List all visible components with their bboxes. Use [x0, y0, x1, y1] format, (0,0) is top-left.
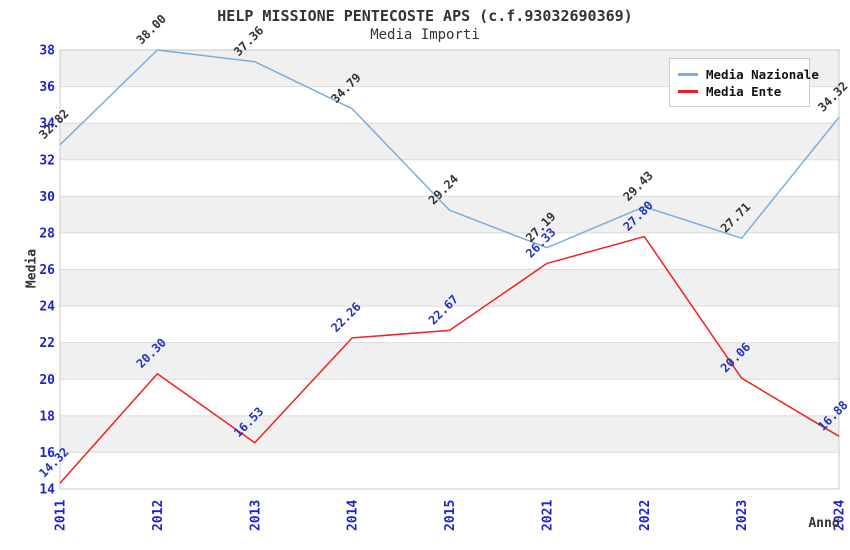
y-tick-label: 30	[39, 190, 55, 205]
x-tick-label: 2011	[54, 500, 69, 531]
plot-border	[59, 49, 840, 490]
y-tick-label: 24	[39, 300, 55, 315]
legend-label-media-ente: Media Ente	[706, 83, 782, 99]
x-tick-label: 2022	[638, 500, 653, 531]
x-tick-label: 2023	[735, 500, 750, 531]
y-tick-label: 34	[39, 117, 55, 132]
x-tick-label: 2013	[248, 500, 263, 531]
plot-band	[60, 415, 839, 453]
legend-item-media-nazionale: Media Nazionale	[678, 66, 819, 82]
chart-title: HELP MISSIONE PENTECOSTE APS (c.f.930326…	[217, 7, 633, 25]
y-tick-label: 32	[39, 153, 55, 168]
x-tick-label: 2012	[151, 500, 166, 531]
legend-line-swatch-nazionale	[678, 72, 698, 76]
series-line-0	[59, 49, 840, 249]
legend-line-swatch-ente	[678, 89, 698, 93]
x-tick-label: 2021	[540, 500, 555, 531]
plot-band	[60, 196, 839, 233]
data-label: 38.00	[134, 12, 169, 47]
x-tick-label: 2024	[833, 500, 848, 531]
y-tick-label: 18	[39, 409, 55, 424]
chart-subtitle: Media Importi	[370, 27, 480, 43]
y-tick-label: 14	[39, 483, 55, 498]
y-tick-label: 28	[39, 226, 55, 241]
y-tick-label: 22	[39, 336, 55, 351]
plot-band	[60, 269, 839, 307]
y-tick-label: 38	[39, 44, 55, 59]
x-tick-label: 2014	[346, 500, 361, 531]
legend: Media Nazionale Media Ente	[669, 58, 819, 107]
y-tick-label: 36	[39, 80, 55, 95]
y-tick-label: 16	[39, 446, 55, 461]
plot-band	[60, 342, 839, 380]
y-tick-label: 26	[39, 263, 55, 278]
series-line-1	[59, 235, 840, 484]
x-tick-label: 2015	[443, 500, 458, 531]
y-tick-label: 20	[39, 373, 55, 388]
plot-band	[60, 123, 839, 160]
y-axis-title: Media	[24, 248, 40, 289]
legend-label-media-nazionale: Media Nazionale	[706, 66, 819, 82]
x-axis-title: Anno	[808, 516, 840, 531]
legend-item-media-ente: Media Ente	[678, 83, 801, 99]
